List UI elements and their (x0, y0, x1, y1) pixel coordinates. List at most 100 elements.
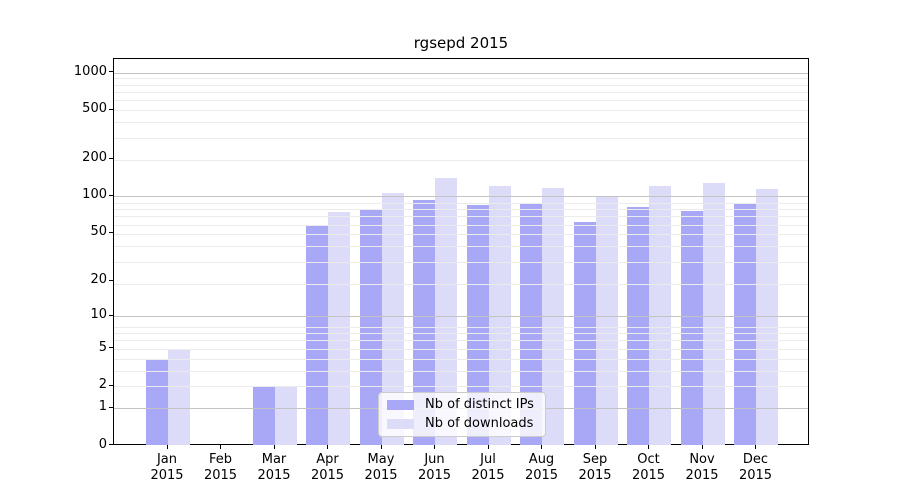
x-tick-mark (701, 445, 703, 449)
x-tick-label-month: Apr (316, 452, 339, 467)
x-tick-label: Apr 2015 (296, 452, 360, 484)
chart-title: rgsepd 2015 (413, 34, 509, 52)
bar-downloads-mar (274, 386, 297, 446)
x-tick-label-month: Nov (689, 452, 715, 467)
minor-gridline (114, 261, 808, 263)
x-tick-mark (166, 445, 168, 449)
major-gridline (114, 316, 808, 318)
x-tick-label-year: 2015 (631, 468, 666, 483)
legend-swatch-downloads-icon (387, 419, 414, 429)
y-tick-mark (109, 314, 114, 316)
y-tick-label: 20 (90, 272, 107, 288)
y-tick-label: 10 (90, 307, 107, 323)
x-tick-label-month: Jun (424, 452, 445, 467)
x-tick-mark (594, 445, 596, 449)
bar-ips-apr (306, 226, 328, 446)
bar-ips-jan (145, 358, 168, 446)
major-gridline (114, 196, 808, 198)
y-tick-label: 50 (90, 224, 107, 240)
minor-gridline (114, 386, 808, 388)
x-tick-label-year: 2015 (685, 468, 719, 483)
y-tick-mark (109, 108, 114, 110)
x-tick-label-month: Jan (156, 452, 178, 467)
x-tick-label-month: Mar (261, 452, 287, 467)
legend-label-ips: Nb of distinct IPs (425, 397, 534, 412)
x-tick-label: Feb 2015 (189, 452, 253, 484)
bar-downloads-jan (167, 348, 190, 446)
y-tick-label: 1000 (73, 63, 107, 79)
legend-label-downloads: Nb of downloads (425, 416, 534, 431)
minor-gridline (114, 209, 808, 211)
minor-gridline (114, 137, 808, 139)
x-tick-label-month: Feb (208, 452, 233, 467)
y-tick-mark (109, 347, 114, 349)
y-tick-mark (109, 71, 114, 73)
x-tick-label-month: Aug (528, 452, 555, 467)
minor-gridline (114, 326, 808, 328)
x-tick-label-month: Jul (480, 452, 496, 467)
x-tick-label-year: 2015 (150, 468, 184, 483)
y-tick-mark (109, 279, 114, 281)
x-tick-label: Jan 2015 (135, 452, 199, 484)
minor-gridline (114, 370, 808, 372)
x-tick-label-month: Sep (582, 452, 608, 467)
bar-downloads-nov (702, 183, 725, 446)
x-tick-label-year: 2015 (738, 468, 773, 483)
y-tick-label: 0 (98, 436, 107, 452)
minor-gridline (114, 78, 808, 80)
bar-downloads-dec (756, 189, 778, 446)
x-tick-mark (487, 445, 489, 449)
bar-ips-dec (734, 203, 756, 446)
minor-gridline (114, 234, 808, 236)
bar-ips-jun (413, 200, 435, 446)
x-tick-label: Jun 2015 (403, 452, 467, 484)
x-tick-label: Jul 2015 (456, 452, 520, 484)
minor-gridline (114, 202, 808, 204)
y-tick-mark (109, 157, 114, 159)
x-tick-label-year: 2015 (203, 468, 238, 483)
minor-gridline (114, 122, 808, 124)
x-tick-label-year: 2015 (578, 468, 612, 483)
x-tick-label: Oct 2015 (617, 452, 681, 484)
minor-gridline (114, 358, 808, 360)
minor-gridline (114, 216, 808, 218)
bar-downloads-may (381, 192, 404, 446)
bar-ips-aug (520, 203, 542, 446)
x-tick-mark (434, 445, 435, 449)
x-tick-mark (327, 445, 328, 449)
x-tick-mark (273, 445, 275, 449)
minor-gridline (114, 224, 808, 226)
x-tick-label: Mar 2015 (242, 452, 306, 484)
major-gridline (114, 72, 808, 74)
y-tick-label: 5 (98, 339, 107, 355)
x-tick-mark (541, 445, 542, 449)
bar-ips-jul (466, 205, 489, 446)
y-tick-label: 500 (82, 101, 107, 117)
plot-area (113, 58, 809, 446)
minor-gridline (114, 84, 808, 86)
minor-gridline (114, 91, 808, 93)
x-tick-label: Sep 2015 (563, 452, 627, 484)
x-tick-label: Dec 2015 (724, 452, 788, 484)
x-tick-label-month: Oct (637, 452, 660, 467)
minor-gridline (114, 283, 808, 285)
x-tick-label-year: 2015 (310, 468, 345, 483)
y-tick-label: 100 (82, 187, 107, 203)
bar-downloads-sep (595, 195, 618, 446)
x-tick-label: May 2015 (349, 452, 413, 484)
x-tick-label-year: 2015 (257, 468, 291, 483)
y-tick-mark (109, 406, 114, 408)
y-tick-mark (109, 231, 114, 233)
bar-downloads-oct (649, 186, 671, 446)
minor-gridline (114, 110, 808, 112)
y-tick-label: 200 (82, 150, 107, 166)
x-tick-label: Nov 2015 (670, 452, 734, 484)
x-tick-label: Aug 2015 (510, 452, 574, 484)
legend-row-ips: Nb of distinct IPs (387, 397, 537, 414)
legend-row-downloads: Nb of downloads (387, 416, 537, 433)
x-tick-label-year: 2015 (471, 468, 505, 483)
bar-ips-oct (627, 207, 649, 446)
x-tick-mark (380, 445, 382, 449)
minor-gridline (114, 246, 808, 248)
